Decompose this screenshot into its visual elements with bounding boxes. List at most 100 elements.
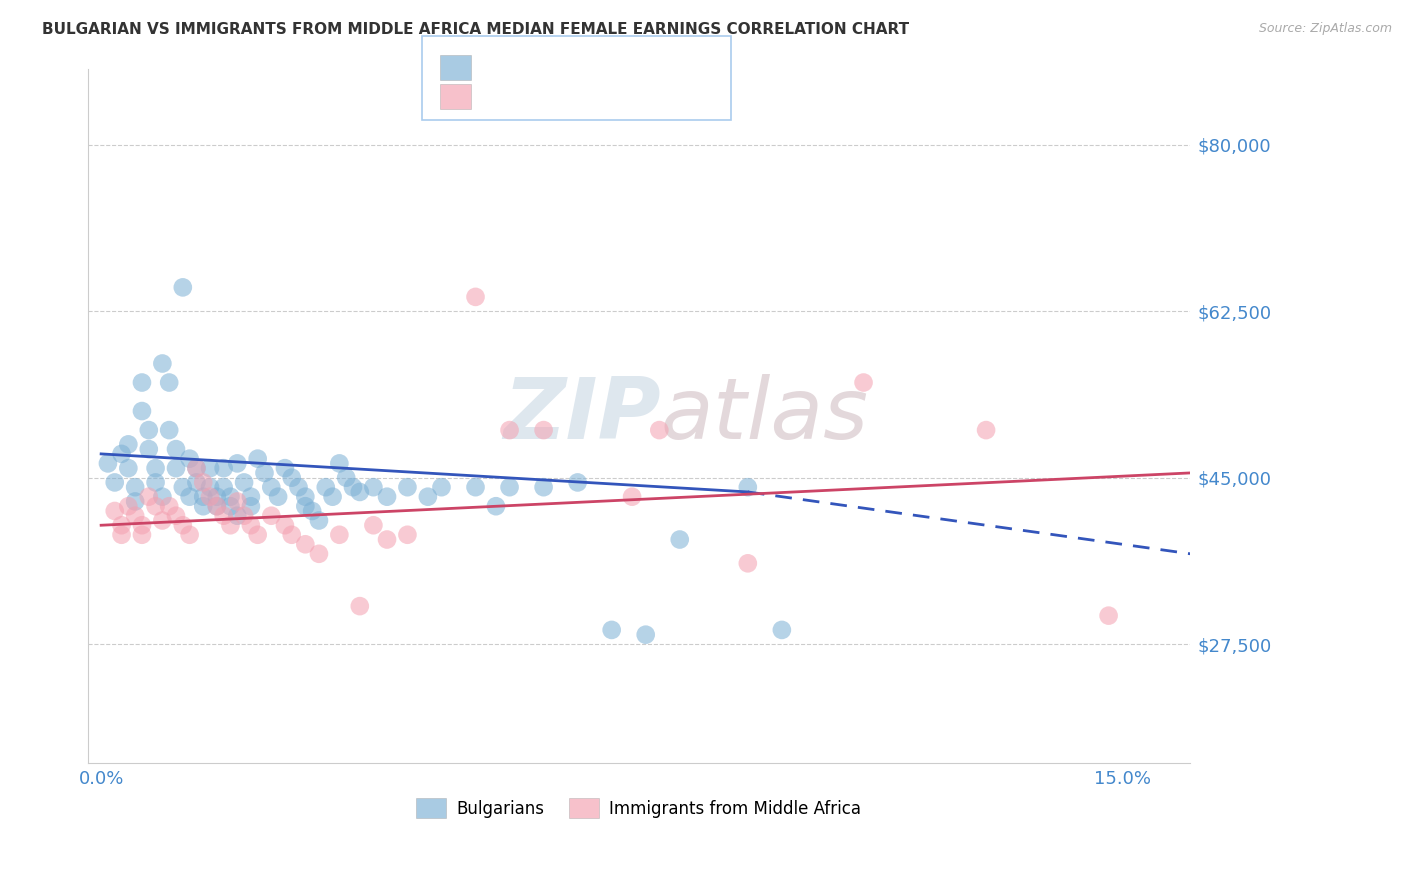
Point: [212, 508, 235, 523]
Point: [267, 490, 290, 504]
Point: [294, 537, 316, 551]
Point: [668, 533, 690, 547]
Point: [737, 557, 759, 571]
Point: [157, 376, 180, 390]
Point: [363, 518, 385, 533]
Point: [172, 280, 194, 294]
Point: [226, 457, 249, 471]
Legend: Bulgarians, Immigrants from Middle Africa: Bulgarians, Immigrants from Middle Afric…: [409, 792, 868, 824]
Text: BULGARIAN VS IMMIGRANTS FROM MIDDLE AFRICA MEDIAN FEMALE EARNINGS CORRELATION CH: BULGARIAN VS IMMIGRANTS FROM MIDDLE AFRI…: [42, 22, 910, 37]
Point: [375, 490, 398, 504]
Point: [179, 528, 201, 542]
Point: [770, 623, 793, 637]
Point: [396, 528, 419, 542]
Point: [131, 528, 153, 542]
Point: [150, 514, 173, 528]
Point: [533, 480, 555, 494]
Point: [205, 490, 228, 504]
Point: [322, 490, 344, 504]
Point: [131, 518, 153, 533]
Point: [186, 461, 208, 475]
Point: [274, 518, 297, 533]
Point: [634, 628, 657, 642]
Point: [375, 533, 398, 547]
Point: [737, 480, 759, 494]
Point: [104, 475, 127, 490]
Point: [294, 500, 316, 514]
Point: [198, 461, 221, 475]
Point: [226, 494, 249, 508]
Point: [974, 423, 997, 437]
Point: [131, 404, 153, 418]
Point: [179, 451, 201, 466]
Point: [110, 528, 132, 542]
Text: ZIP: ZIP: [503, 375, 661, 458]
Point: [124, 494, 146, 508]
Point: [246, 451, 269, 466]
Point: [349, 485, 371, 500]
Point: [212, 461, 235, 475]
Point: [212, 480, 235, 494]
Point: [294, 490, 316, 504]
Point: [205, 500, 228, 514]
Text: N =: N =: [598, 87, 645, 105]
Point: [1097, 608, 1119, 623]
Point: [157, 423, 180, 437]
Point: [117, 500, 139, 514]
Point: [131, 376, 153, 390]
Point: [138, 490, 160, 504]
Point: [157, 500, 180, 514]
Point: [145, 475, 167, 490]
Point: [138, 442, 160, 457]
Point: [233, 475, 256, 490]
Point: [138, 423, 160, 437]
Text: 72: 72: [641, 59, 665, 77]
Text: R =: R =: [482, 87, 519, 105]
Text: 0.258: 0.258: [524, 87, 576, 105]
Point: [301, 504, 323, 518]
Point: [219, 490, 242, 504]
Point: [308, 547, 330, 561]
Point: [430, 480, 453, 494]
Point: [104, 504, 127, 518]
Point: [280, 528, 302, 542]
Point: [315, 480, 337, 494]
Point: [110, 447, 132, 461]
Point: [280, 471, 302, 485]
Point: [193, 500, 215, 514]
Point: [172, 480, 194, 494]
Point: [274, 461, 297, 475]
Point: [186, 475, 208, 490]
Point: [198, 490, 221, 504]
Point: [193, 475, 215, 490]
Point: [117, 437, 139, 451]
Point: [260, 480, 283, 494]
Point: [124, 508, 146, 523]
Point: [342, 480, 364, 494]
Text: -0.132: -0.132: [524, 59, 583, 77]
Point: [648, 423, 671, 437]
Point: [498, 480, 520, 494]
Point: [233, 508, 256, 523]
Point: [464, 290, 486, 304]
Point: [363, 480, 385, 494]
Point: [328, 528, 350, 542]
Point: [193, 490, 215, 504]
Point: [165, 442, 187, 457]
Point: [253, 466, 276, 480]
Point: [145, 500, 167, 514]
Point: [239, 500, 262, 514]
Point: [287, 480, 309, 494]
Point: [464, 480, 486, 494]
Point: [567, 475, 589, 490]
Text: atlas: atlas: [661, 375, 869, 458]
Point: [198, 480, 221, 494]
Point: [124, 480, 146, 494]
Point: [485, 500, 508, 514]
Point: [110, 518, 132, 533]
Point: [852, 376, 875, 390]
Point: [416, 490, 439, 504]
Text: 43: 43: [641, 87, 665, 105]
Point: [150, 357, 173, 371]
Point: [533, 423, 555, 437]
